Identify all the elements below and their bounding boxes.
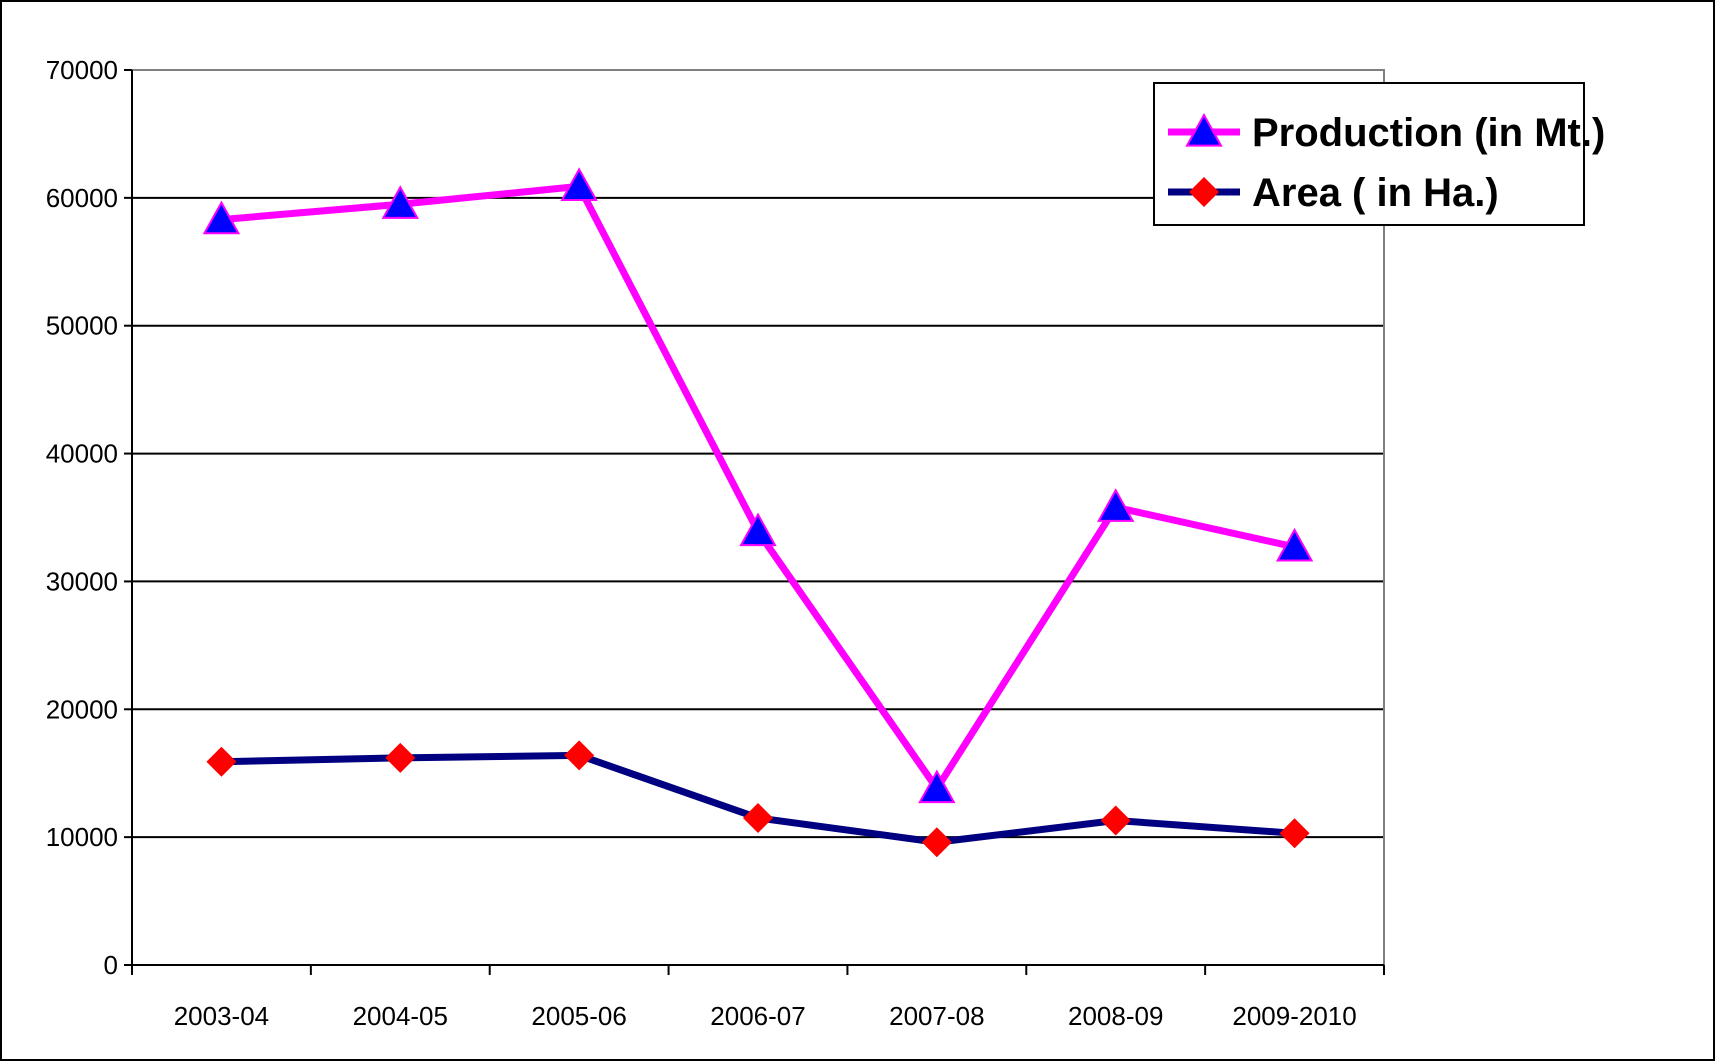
y-tick-label: 60000: [46, 183, 118, 213]
legend-label: Production (in Mt.): [1252, 111, 1605, 155]
y-tick-label: 50000: [46, 311, 118, 341]
data-point-triangle: [1275, 527, 1314, 562]
data-point-diamond: [921, 827, 952, 858]
x-tick-label: 2007-08: [889, 1001, 984, 1031]
axes: 0 10000 20000 30000 40000 50000 60000 70000 2003…: [46, 55, 1385, 1031]
legend-swatch-marker: [1189, 177, 1219, 207]
y-tick-label: 20000: [46, 694, 118, 724]
data-point-triangle: [739, 512, 777, 547]
x-tick-label: 2005-06: [531, 1001, 626, 1031]
x-tick-label: 2008-09: [1068, 1001, 1163, 1031]
data-point-diamond: [1279, 818, 1310, 849]
legend-swatch-marker: [1185, 112, 1223, 147]
data-point-triangle: [381, 185, 419, 219]
data-point-triangle: [202, 200, 241, 235]
x-tick-label: 2009-2010: [1232, 1001, 1356, 1031]
y-tick-label: 40000: [46, 439, 118, 469]
data-point-triangle: [918, 769, 956, 804]
y-tick-label: 30000: [46, 566, 118, 596]
x-tick-label: 2004-05: [353, 1001, 448, 1031]
y-tick-label: 70000: [46, 55, 118, 85]
x-tick-label: 2003-04: [174, 1001, 269, 1031]
legend-item-1: Area ( in Ha.): [1168, 171, 1499, 215]
series: [202, 167, 1314, 858]
data-point-diamond: [743, 802, 773, 833]
y-tick-label: 0: [104, 950, 118, 980]
series-0: [202, 167, 1314, 804]
data-point-triangle: [560, 167, 598, 201]
legend-label: Area ( in Ha.): [1252, 171, 1499, 215]
x-tick-label: 2006-07: [710, 1001, 805, 1031]
legend-box: [1153, 82, 1585, 226]
series-1: [206, 740, 1310, 858]
data-point-triangle: [1097, 488, 1135, 522]
data-point-diamond: [206, 746, 237, 777]
legend: Production (in Mt.) Area ( in Ha.): [1153, 82, 1605, 226]
data-point-diamond: [385, 742, 416, 773]
y-tick-label: 10000: [46, 822, 118, 852]
series-line: [221, 182, 1296, 793]
data-point-diamond: [564, 740, 595, 771]
data-point-diamond: [1100, 805, 1131, 836]
legend-item-0: Production (in Mt.): [1168, 111, 1605, 155]
